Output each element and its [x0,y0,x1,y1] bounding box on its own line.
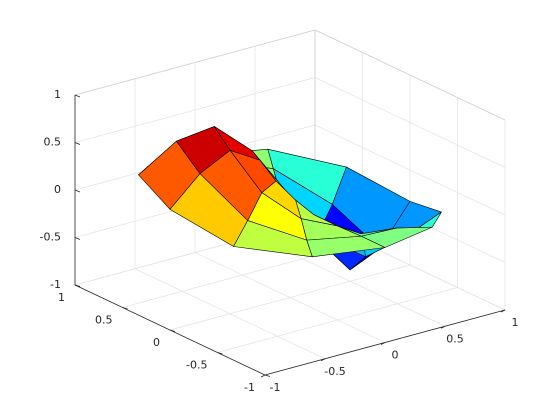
z-tick [74,94,81,98]
y-tick [169,329,176,332]
z-tick-label: 0.5 [44,136,62,149]
y-tick [122,307,128,310]
surface [138,126,442,271]
x-tick [320,358,326,362]
box-edge [314,29,506,121]
z-tick-label: -0.5 [40,231,61,244]
y-tick [217,352,223,355]
grid-line [314,77,506,168]
x-tick-label: 1 [512,316,519,329]
y-tick-label: -0.5 [186,359,207,372]
grid-line [169,264,411,331]
x-tick-label: 0 [392,349,399,362]
box-edge [74,29,316,96]
x-tick-label: 0.5 [446,332,464,345]
x-tick-label: -0.5 [324,365,345,378]
y-tick-label: 0 [153,336,160,349]
x-tick [260,374,266,378]
z-tick [74,189,81,193]
z-tick [74,142,81,145]
z-tick [74,284,81,288]
grid-line [74,77,316,143]
y-tick-label: 1 [58,291,65,304]
grid-line [314,124,506,216]
y-tick [264,374,271,377]
y-tick-label: -1 [244,381,255,394]
x-tick [440,325,446,329]
x-tick [380,342,386,345]
z-tick-label: 0 [54,183,61,196]
z-tick-label: 1 [54,88,61,101]
x-tick-label: -1 [270,381,281,394]
z-tick [74,237,81,240]
z-tick-label: -1 [50,278,61,291]
surface-facet [233,220,313,258]
grid-line [217,287,458,353]
y-tick-label: 0.5 [95,314,113,327]
x-tick [500,309,506,313]
